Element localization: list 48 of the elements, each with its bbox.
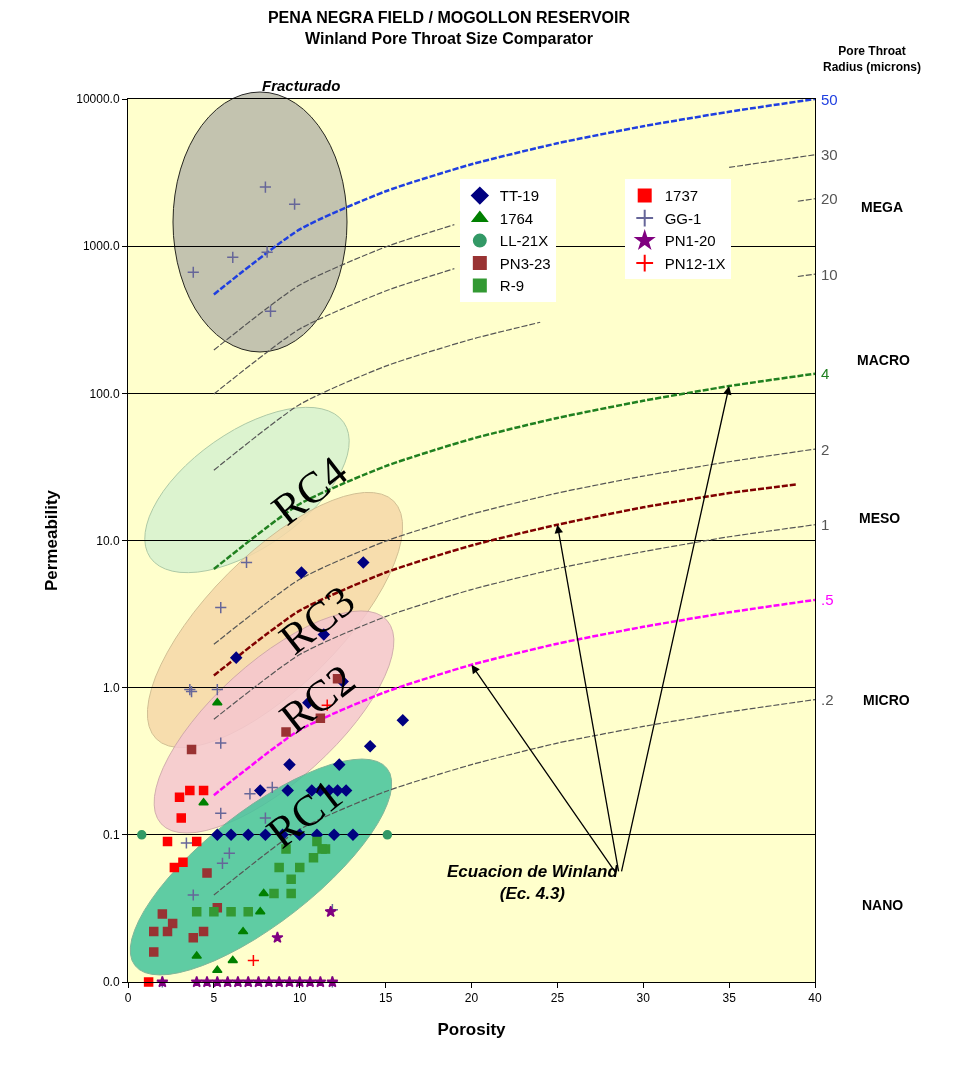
text: MACRO (857, 352, 910, 368)
legend-label: TT-19 (499, 187, 540, 205)
chart-title: PENA NEGRA FIELD / MOGOLLON RESERVOIR (267, 9, 631, 27)
annotation: Ecuacion de Winland (Ec. 4.3) (447, 862, 619, 904)
y-tick-label: 0.1 (102, 828, 120, 843)
series-label: 30 (821, 146, 838, 163)
x-tick-label: 40 (808, 991, 822, 1006)
legend-label: 1737 (664, 187, 699, 205)
annotation: RC4 (262, 446, 357, 535)
series-label: 2 (821, 441, 830, 458)
legend-label: R-9 (499, 277, 524, 295)
series-label: .2 (821, 691, 834, 708)
text: MEGA (861, 199, 903, 215)
x-tick-label: 30 (636, 991, 651, 1006)
x-tick-label: 10 (293, 991, 307, 1006)
series-label: 4 (821, 365, 830, 382)
x-tick-label: 25 (550, 991, 565, 1006)
series-label: 20 (821, 190, 838, 207)
y-tick-label: 1.0 (102, 680, 120, 695)
y-tick-label: 1000.0 (82, 239, 120, 254)
legend-label: PN3-23 (499, 254, 551, 272)
legend-label: PN12-1X (664, 254, 726, 272)
annotation: RC1 (257, 769, 352, 858)
text: MICRO (863, 692, 910, 708)
text: Pore Throat Radius (microns) (823, 44, 922, 74)
y-tick-label: 0.0 (102, 975, 120, 990)
text: Fracturado (262, 77, 341, 94)
legend-label: GG-1 (664, 209, 702, 227)
series-label: 50 (821, 91, 838, 108)
legend-label: 1764 (499, 209, 534, 227)
series-label: 1 (821, 516, 830, 533)
y-tick-label: 10.0 (96, 533, 120, 548)
y-tick-label: 10000.0 (76, 92, 120, 107)
chart-subtitle: Winland Pore Throat Size Comparator (305, 30, 593, 48)
legend-label: PN1-20 (664, 232, 716, 250)
x-tick-label: 0 (124, 991, 132, 1006)
x-tick-label: 35 (722, 991, 737, 1006)
y-axis-title: Permeability (41, 489, 61, 592)
x-axis-title: Porosity (437, 1019, 507, 1039)
y-tick-label: 100.0 (89, 386, 120, 401)
series-label: 10 (821, 266, 838, 283)
series-label: .5 (821, 591, 834, 608)
x-tick-label: 5 (210, 991, 218, 1006)
legend-label: LL-21X (499, 232, 549, 250)
x-tick-label: 15 (378, 991, 393, 1006)
text: MESO (859, 510, 901, 526)
text: NANO (862, 897, 904, 913)
x-tick-label: 20 (464, 991, 479, 1006)
